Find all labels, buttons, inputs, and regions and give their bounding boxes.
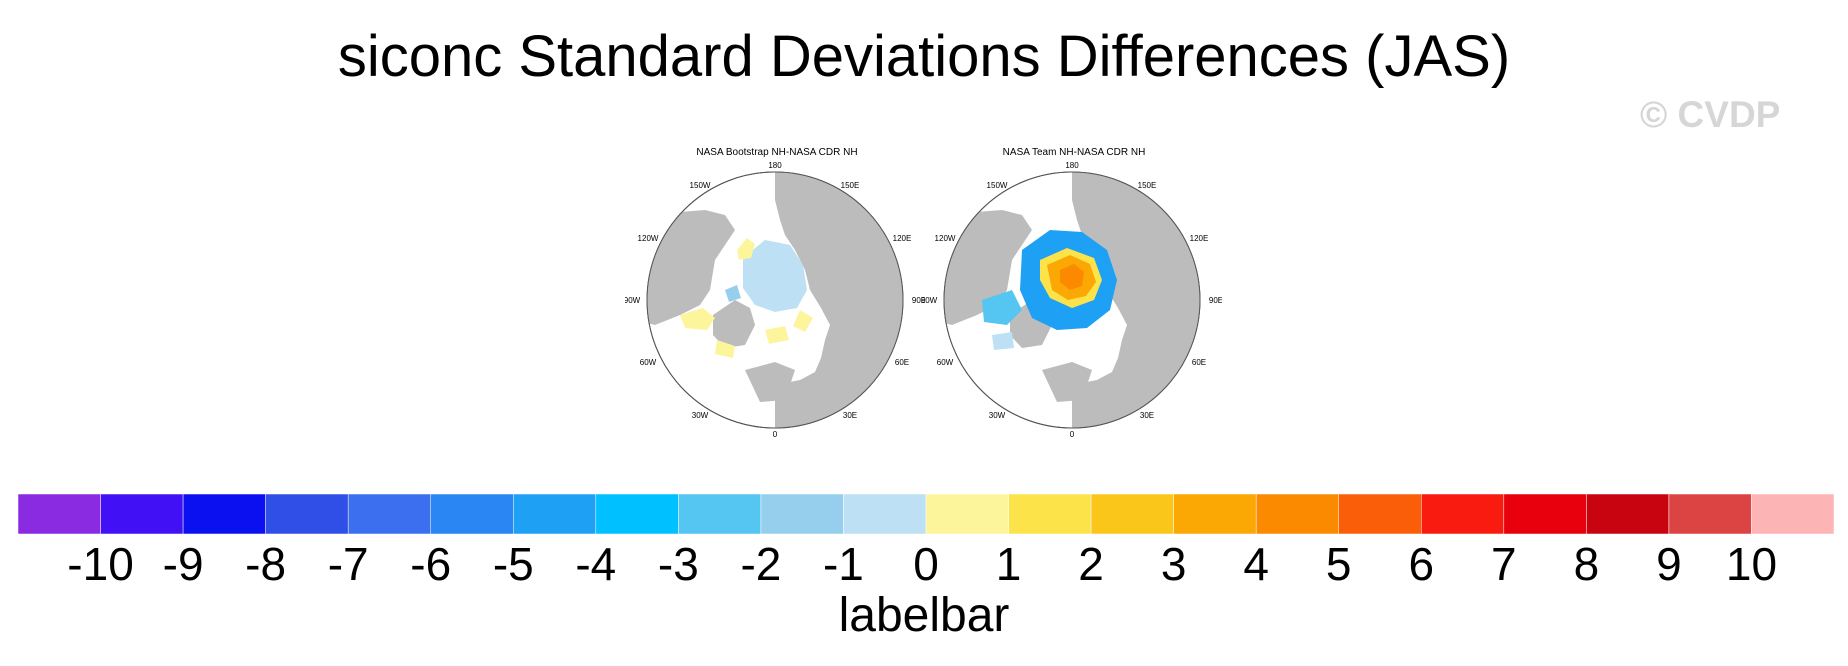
labelbar-tick-label: -3 — [658, 538, 699, 584]
svg-text:0: 0 — [773, 430, 778, 439]
labelbar-box — [843, 494, 927, 535]
central-arctic-ice — [743, 240, 807, 312]
labelbar-tick-label: 5 — [1326, 538, 1352, 584]
svg-text:90W: 90W — [922, 296, 938, 305]
map-border — [943, 171, 1201, 429]
blue-patch-1 — [725, 285, 741, 302]
svg-text:120W: 120W — [638, 234, 659, 243]
lon-labels: 180 150E 120E 90E 60E 30E 0 30W 60W 90W … — [922, 161, 1222, 439]
labelbar-tick-label: 6 — [1408, 538, 1434, 584]
yellow-patch-5 — [765, 326, 789, 344]
labelbar-box — [595, 494, 679, 535]
dark-orange-core — [1060, 264, 1084, 290]
labelbar-box — [1338, 494, 1422, 535]
labelbar-box — [1751, 494, 1834, 535]
labelbar-tick-label: 3 — [1161, 538, 1187, 584]
svg-text:60W: 60W — [937, 358, 954, 367]
labelbar-tick-label: -10 — [67, 538, 133, 584]
labelbar-box — [430, 494, 514, 535]
labelbar-tick-label: 4 — [1243, 538, 1269, 584]
map-content-left — [647, 172, 903, 428]
eurasia-land — [1072, 172, 1200, 428]
svg-text:180: 180 — [1065, 161, 1079, 170]
page-title: siconc Standard Deviations Differences (… — [337, 24, 1511, 89]
labelbar-box — [678, 494, 762, 535]
yellow-patch-2 — [680, 308, 715, 330]
labelbar-tick-label: 2 — [1078, 538, 1104, 584]
labelbar-box — [182, 494, 266, 535]
labelbar-tick-label: 8 — [1574, 538, 1600, 584]
svg-text:90E: 90E — [1209, 296, 1222, 305]
cvdp-watermark: © CVDP — [1640, 94, 1781, 135]
svg-text:150E: 150E — [1138, 181, 1157, 190]
svg-text:150W: 150W — [690, 181, 711, 190]
labelbar-tick-label: -9 — [163, 538, 204, 584]
labelbar-box — [100, 494, 184, 535]
svg-text:120W: 120W — [935, 234, 956, 243]
svg-text:180: 180 — [768, 161, 782, 170]
labelbar-box — [513, 494, 597, 535]
labelbar-tick-label: 1 — [996, 538, 1022, 584]
svg-text:150W: 150W — [987, 181, 1008, 190]
yellow-patch-3 — [793, 310, 813, 332]
map-border — [646, 171, 904, 429]
labelbar-box — [1586, 494, 1670, 535]
svg-text:30E: 30E — [843, 411, 857, 420]
svg-text:30W: 30W — [692, 411, 709, 420]
svg-text:60E: 60E — [1192, 358, 1206, 367]
svg-text:120E: 120E — [893, 234, 912, 243]
labelbar-box — [925, 494, 1009, 535]
labelbar-tick-label: -2 — [740, 538, 781, 584]
labelbar-tick-label: -6 — [410, 538, 451, 584]
europe-land — [745, 362, 795, 402]
labelbar-tick-label: 9 — [1656, 538, 1682, 584]
labelbar-box — [1421, 494, 1505, 535]
labelbar-box — [1503, 494, 1587, 535]
labelbar-tick-label: -4 — [575, 538, 616, 584]
labelbar-tick-label: -8 — [245, 538, 286, 584]
svg-text:30W: 30W — [989, 411, 1006, 420]
labelbar-tick-label: -5 — [493, 538, 534, 584]
labelbar-tick-label: -7 — [328, 538, 369, 584]
color-labelbar: -10 -9 -8 -7 -6 -5 -4 -3 -2 -1 0 1 2 3 4 5 6 7 8 9 10 — [18, 494, 1834, 584]
labelbar-box — [347, 494, 431, 535]
svg-text:0: 0 — [1070, 430, 1075, 439]
svg-text:60W: 60W — [640, 358, 657, 367]
lon-labels: 180 150E 120E 90E 60E 30E 0 30W 60W 90W … — [625, 161, 925, 439]
svg-text:120E: 120E — [1190, 234, 1209, 243]
svg-text:90E: 90E — [912, 296, 925, 305]
svg-text:90W: 90W — [625, 296, 641, 305]
greenland-land — [713, 300, 755, 348]
panel-title: NASA Bootstrap NH-NASA CDR NH — [696, 147, 857, 158]
svg-text:30E: 30E — [1140, 411, 1154, 420]
eurasia-land — [775, 172, 903, 428]
labelbar-box — [1173, 494, 1257, 535]
labelbar-box — [1090, 494, 1174, 535]
labelbar-tick-label: 0 — [913, 538, 939, 584]
labelbar-box — [760, 494, 844, 535]
labelbar-box — [265, 494, 349, 535]
labelbar-box — [1008, 494, 1092, 535]
polar-map-team: NASA Team NH-NASA CDR NH 180 150E 120E 9… — [922, 147, 1222, 439]
panel-title: NASA Team NH-NASA CDR NH — [1003, 147, 1146, 158]
yellow-patch-4 — [715, 340, 735, 358]
svg-text:60E: 60E — [895, 358, 909, 367]
labelbar-title: labelbar — [838, 589, 1010, 642]
polar-map-bootstrap: NASA Bootstrap NH-NASA CDR NH 180 150E 1… — [625, 147, 925, 439]
labelbar-tick-label: 10 — [1726, 538, 1777, 584]
labelbar-box — [1255, 494, 1339, 535]
labelbar-tick-label: 7 — [1491, 538, 1517, 584]
light-blue-fringe — [982, 290, 1022, 325]
labelbar-box — [18, 494, 101, 535]
pale-blue-patch — [992, 332, 1014, 350]
yellow-patch-1 — [737, 238, 755, 260]
labelbar-tick-label: -1 — [823, 538, 864, 584]
labelbar-box — [1668, 494, 1752, 535]
svg-text:150E: 150E — [841, 181, 860, 190]
europe-land — [1042, 362, 1092, 402]
